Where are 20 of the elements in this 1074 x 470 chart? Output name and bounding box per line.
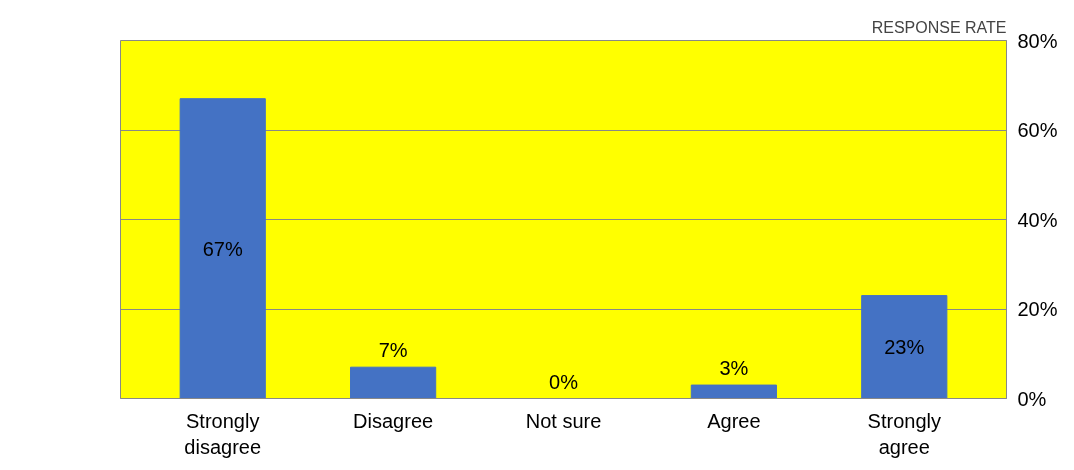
x-tick-label: Strongly disagree: [184, 409, 262, 458]
y-tick-label: 60%: [1017, 119, 1058, 141]
y-tick-label: 40%: [1017, 208, 1058, 231]
data-label: 7%: [378, 339, 408, 362]
bar: [690, 384, 777, 399]
bar: [179, 98, 266, 399]
y-tick-label: 80%: [1017, 29, 1058, 52]
data-label: 67%: [202, 237, 243, 260]
x-tick-label: Agree: [707, 409, 761, 432]
bar: [861, 295, 948, 399]
y-axis-title: RESPONSE RATE: [871, 18, 1007, 36]
y-tick-label: 20%: [1017, 298, 1058, 320]
data-label: 23%: [884, 336, 925, 359]
x-tick-label: Strongly agree: [867, 409, 941, 458]
data-label: 3%: [719, 357, 749, 380]
y-tick-label: 0%: [1017, 387, 1047, 410]
data-label: 0%: [549, 370, 579, 393]
x-tick-label: Not sure: [525, 409, 602, 432]
x-tick-label: Disagree: [353, 409, 434, 432]
bar: [350, 366, 437, 399]
